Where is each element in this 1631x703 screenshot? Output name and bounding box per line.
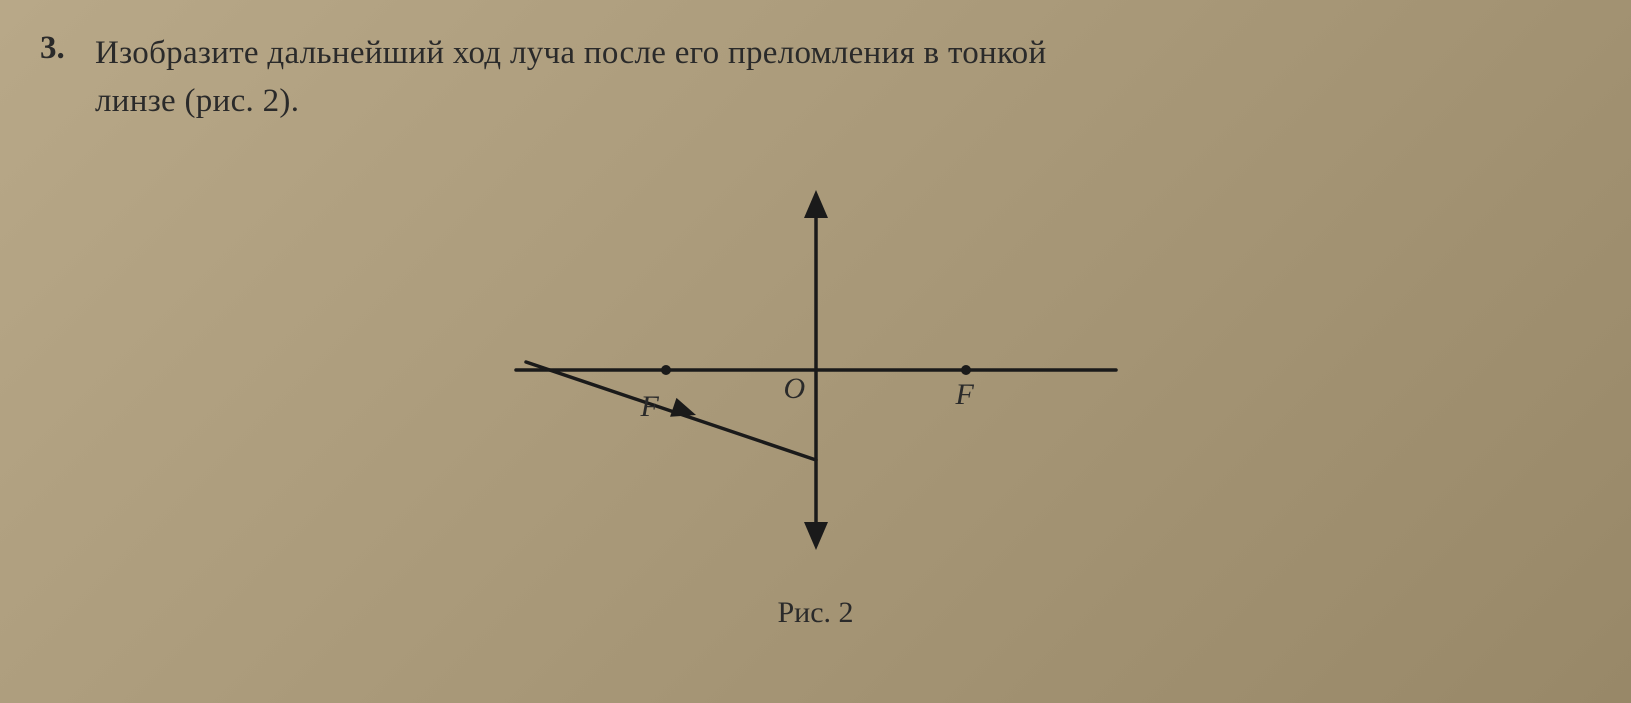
question-block: 3. Изобразите дальнейший ход луча после … [40, 30, 1591, 126]
diagram-container: F O F Рис. 2 [466, 160, 1166, 640]
optics-diagram [466, 160, 1166, 580]
label-center: O [784, 372, 806, 406]
label-left-focus: F [641, 390, 659, 424]
figure-caption: Рис. 2 [777, 596, 853, 630]
label-right-focus: F [956, 378, 974, 412]
question-line-1: Изобразите дальнейший ход луча после его… [95, 35, 1046, 71]
question-line-2: линзе (рис. 2). [95, 83, 299, 119]
question-text: Изобразите дальнейший ход луча после его… [95, 30, 1046, 126]
page-container: 3. Изобразите дальнейший ход луча после … [0, 0, 1631, 126]
question-number: 3. [40, 30, 75, 67]
